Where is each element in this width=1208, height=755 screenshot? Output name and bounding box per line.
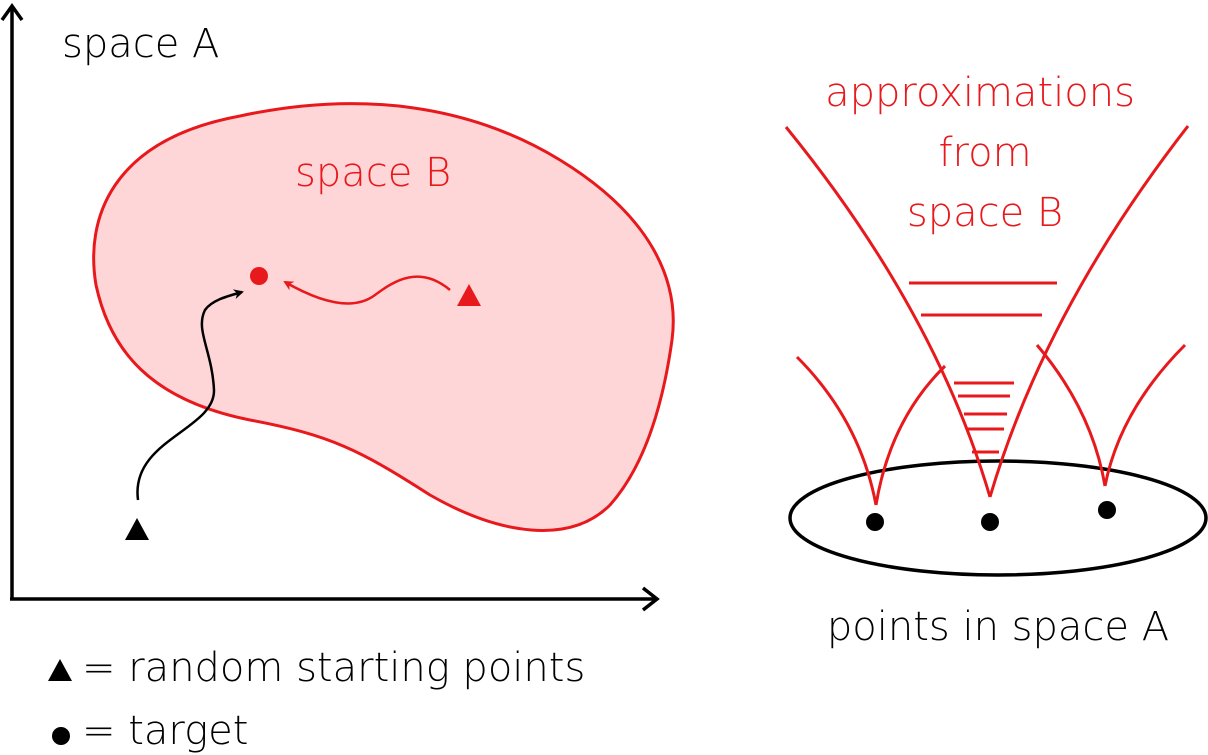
target-dot-icon	[250, 267, 268, 285]
approximation-ladder	[909, 281, 1057, 454]
left-cusp-right-branch	[874, 364, 947, 506]
red-start-triangle-icon	[457, 284, 481, 306]
legend-dot-text: = target	[82, 708, 248, 754]
red-search-path	[283, 275, 451, 305]
black-start-triangle-icon	[125, 518, 149, 540]
legend: = random starting points = target	[48, 645, 585, 754]
space-b-region	[92, 102, 675, 532]
space-a-point-icon	[866, 513, 884, 531]
right-title: approximations from space B	[825, 70, 1135, 236]
space-a-point-icon	[981, 513, 999, 531]
space-a-point-icon	[1098, 501, 1116, 519]
right-title-line-3: space B	[907, 190, 1063, 236]
outer-cusp-right-branch	[988, 125, 1190, 498]
legend-triangle-icon	[48, 659, 72, 681]
legend-triangle-text: = random starting points	[82, 645, 585, 691]
approximation-curves	[784, 125, 1190, 506]
right-cusp-left-branch	[1035, 344, 1107, 487]
right-cusp-right-branch	[1103, 343, 1187, 487]
legend-dot-icon	[52, 727, 70, 745]
space-a-ellipse	[788, 459, 1208, 577]
axes	[0, 2, 660, 612]
left-cusp-left-branch	[795, 355, 878, 506]
y-axis-arrow-icon	[0, 2, 24, 22]
x-axis-arrow-icon	[641, 586, 660, 612]
region-label-space-b: space B	[295, 150, 451, 196]
right-title-line-1: approximations	[825, 70, 1135, 116]
black-search-path	[136, 289, 244, 501]
outer-cusp-left-branch	[784, 126, 992, 498]
right-title-line-2: from	[938, 130, 1031, 176]
axis-label-space-a: space A	[62, 21, 219, 67]
base-label: points in space A	[827, 604, 1169, 650]
